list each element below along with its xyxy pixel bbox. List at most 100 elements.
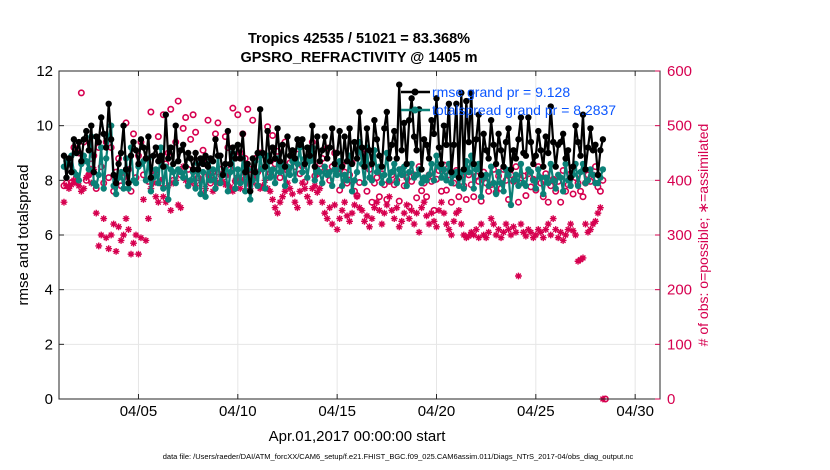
data-point: [93, 133, 100, 140]
data-point: [276, 168, 284, 176]
assimilated-obs-marker: [435, 207, 443, 214]
possible-obs-marker: [214, 119, 222, 127]
data-point: [309, 122, 316, 129]
data-point: [396, 166, 403, 173]
data-point: [517, 114, 525, 121]
possible-obs-marker: [514, 198, 522, 206]
assimilated-obs-marker: [363, 212, 371, 220]
data-point: [321, 163, 328, 170]
data-point: [125, 185, 132, 192]
possible-obs-marker: [189, 111, 197, 119]
possible-obs-marker: [462, 195, 470, 203]
data-point: [172, 122, 179, 129]
y-tick-label: 6: [45, 227, 53, 244]
y-right-tick-label: 100: [667, 336, 692, 353]
data-point: [187, 155, 194, 162]
data-point: [224, 127, 232, 135]
data-point: [152, 144, 160, 151]
data-point: [527, 168, 535, 176]
assimilated-obs-marker: [276, 198, 284, 206]
assimilated-obs-marker: [371, 204, 378, 212]
data-point: [321, 133, 328, 140]
possible-obs-marker: [512, 163, 520, 171]
assimilated-obs-marker: [592, 217, 599, 225]
data-point: [475, 111, 482, 118]
assimilated-obs-marker: [418, 204, 425, 212]
y-right-tick-label: 400: [667, 172, 692, 189]
data-point: [525, 114, 532, 121]
data-point: [552, 185, 559, 192]
data-point: [120, 185, 127, 192]
data-point: [306, 152, 314, 159]
assimilated-obs-marker: [298, 179, 306, 187]
data-point: [271, 155, 279, 162]
data-point: [562, 160, 569, 168]
data-point: [100, 185, 107, 192]
x-tick-label: 04/05: [120, 403, 158, 420]
data-point: [386, 177, 393, 184]
data-point: [545, 179, 552, 187]
data-point: [199, 168, 207, 176]
data-point: [463, 97, 470, 105]
data-point: [492, 160, 500, 168]
assimilated-obs-marker: [544, 220, 552, 228]
possible-obs-marker: [395, 197, 403, 205]
data-point: [430, 130, 438, 138]
data-point: [301, 160, 309, 168]
data-point: [316, 168, 323, 176]
data-point: [229, 144, 237, 151]
assimilated-obs-marker: [127, 250, 135, 258]
data-point: [351, 138, 358, 146]
assimilated-obs-marker: [259, 182, 267, 190]
assimilated-obs-marker: [467, 228, 475, 236]
data-point: [147, 188, 155, 195]
data-point: [396, 81, 403, 88]
data-point: [460, 166, 468, 173]
assimilated-obs-marker: [63, 182, 70, 190]
data-point: [401, 119, 408, 127]
data-point: [202, 152, 209, 159]
data-point: [199, 160, 207, 168]
data-point: [405, 168, 413, 176]
data-point: [75, 177, 83, 184]
assimilated-obs-marker: [587, 226, 594, 233]
data-point: [587, 166, 594, 173]
data-point: [338, 163, 346, 170]
assimilated-obs-marker: [579, 254, 587, 262]
data-point: [331, 166, 338, 173]
data-point: [73, 171, 80, 179]
assimilated-obs-marker: [70, 176, 78, 184]
data-point: [567, 182, 574, 189]
assimilated-obs-marker: [284, 179, 291, 187]
assimilated-obs-marker: [452, 209, 460, 217]
data-point: [145, 133, 152, 140]
assimilated-obs-marker: [142, 237, 150, 244]
data-point: [264, 127, 271, 135]
possible-obs-marker: [244, 105, 252, 113]
assimilated-obs-marker: [507, 231, 515, 239]
assimilated-obs-marker: [405, 215, 413, 222]
assimilated-obs-marker: [537, 228, 545, 236]
data-point: [577, 152, 584, 159]
data-point: [284, 133, 291, 140]
assimilated-obs-marker: [502, 220, 510, 228]
data-point: [515, 182, 522, 189]
possible-obs-marker: [199, 146, 207, 154]
data-point: [311, 163, 318, 170]
data-point: [408, 95, 415, 102]
data-point: [291, 177, 299, 184]
data-point: [311, 177, 318, 184]
data-point: [251, 168, 259, 176]
data-point: [177, 168, 184, 176]
data-point: [381, 125, 388, 132]
data-point: [95, 138, 102, 146]
data-point: [482, 147, 490, 154]
assimilated-obs-marker: [152, 193, 160, 201]
data-point: [279, 141, 286, 148]
data-point: [386, 155, 393, 162]
assimilated-obs-marker: [443, 220, 450, 228]
data-point: [435, 144, 443, 151]
data-point: [304, 144, 311, 151]
data-point: [234, 141, 242, 148]
assimilated-obs-marker: [229, 187, 237, 195]
